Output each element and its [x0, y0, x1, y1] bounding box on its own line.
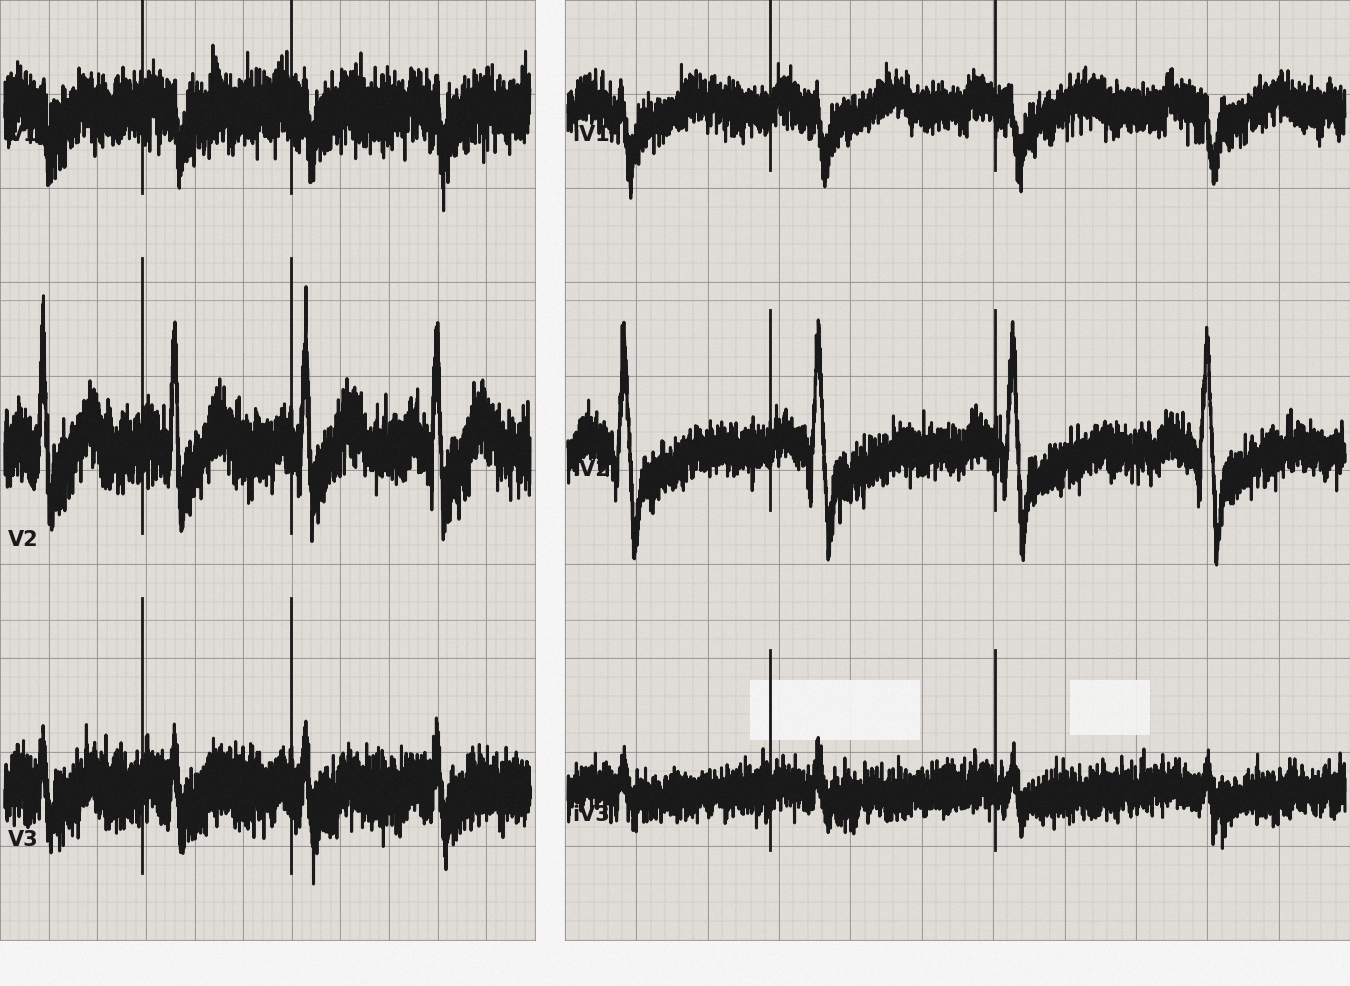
- Bar: [0, 940, 1350, 986]
- Bar: [751, 680, 919, 740]
- Bar: [535, 0, 566, 986]
- Text: V2: V2: [8, 530, 39, 550]
- Text: V1: V1: [8, 125, 39, 145]
- Bar: [1071, 680, 1150, 735]
- Text: iV2: iV2: [572, 460, 610, 480]
- Text: V3: V3: [8, 830, 39, 850]
- Text: iV3: iV3: [572, 805, 610, 825]
- Text: iV1: iV1: [572, 125, 610, 145]
